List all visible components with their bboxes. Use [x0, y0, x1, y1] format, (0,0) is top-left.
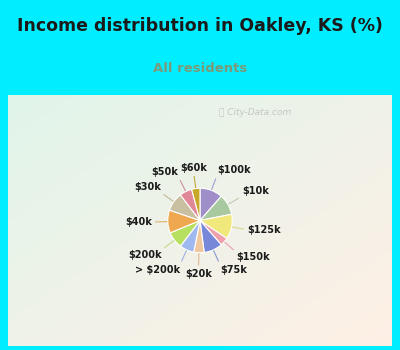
Text: $75k: $75k [220, 265, 247, 274]
Wedge shape [170, 220, 200, 246]
Text: Ⓜ City-Data.com: Ⓜ City-Data.com [219, 108, 292, 117]
Wedge shape [194, 220, 204, 253]
Wedge shape [200, 188, 221, 220]
Wedge shape [192, 188, 200, 220]
Wedge shape [200, 220, 221, 252]
Text: $60k: $60k [180, 162, 207, 173]
Text: > $200k: > $200k [135, 265, 180, 274]
Text: $10k: $10k [242, 186, 269, 196]
Text: Income distribution in Oakley, KS (%): Income distribution in Oakley, KS (%) [17, 18, 383, 35]
Wedge shape [180, 220, 200, 252]
Text: $40k: $40k [125, 217, 152, 227]
Text: $20k: $20k [185, 269, 212, 279]
Wedge shape [200, 196, 232, 220]
Text: $200k: $200k [128, 250, 162, 260]
Text: $125k: $125k [248, 225, 281, 235]
Text: $150k: $150k [236, 252, 270, 262]
Wedge shape [200, 214, 232, 238]
Wedge shape [200, 220, 227, 245]
Text: $50k: $50k [152, 167, 179, 177]
Wedge shape [168, 210, 200, 233]
Text: $30k: $30k [134, 182, 161, 192]
Text: All residents: All residents [153, 62, 247, 75]
Text: $100k: $100k [217, 165, 251, 175]
Wedge shape [180, 189, 200, 220]
Wedge shape [170, 195, 200, 220]
